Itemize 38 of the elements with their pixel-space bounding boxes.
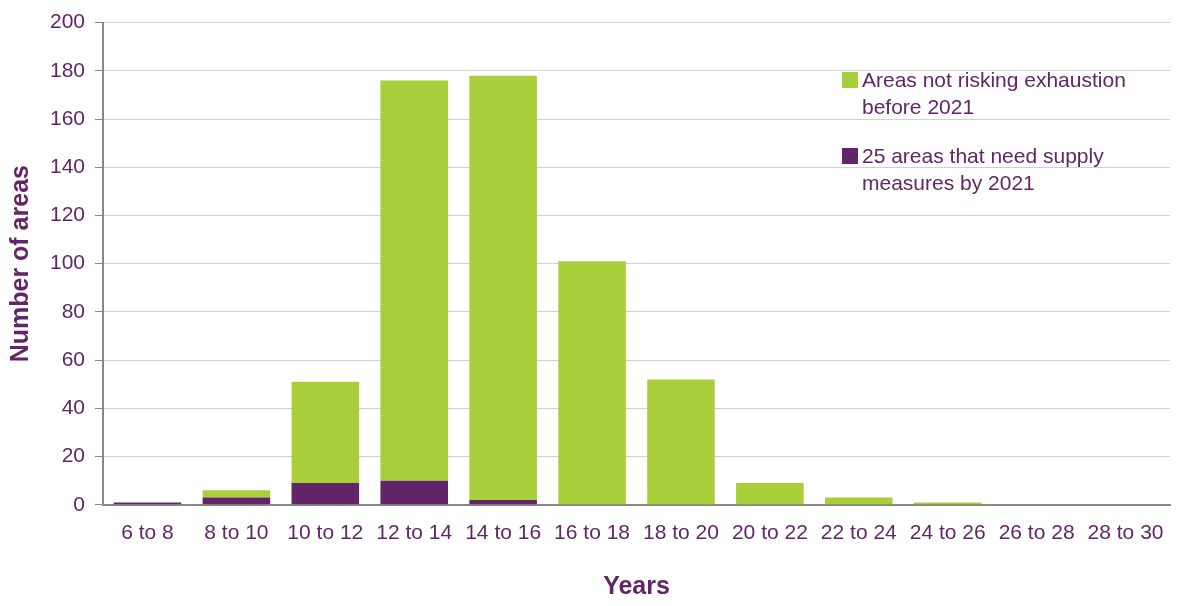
bar xyxy=(291,483,360,505)
bar xyxy=(202,490,271,498)
bar xyxy=(647,379,715,505)
y-tick-label: 20 xyxy=(61,443,86,467)
x-tick-label: 26 to 28 xyxy=(998,520,1075,544)
bar xyxy=(558,261,626,505)
y-axis-title: Number of areas xyxy=(4,165,33,363)
x-tick-label: 22 to 24 xyxy=(820,520,898,544)
x-tick-label: 10 to 12 xyxy=(287,520,364,544)
bar xyxy=(291,381,360,484)
bar xyxy=(380,80,449,481)
y-tick-label: 120 xyxy=(49,202,86,226)
y-tick-label: 200 xyxy=(49,9,86,33)
bar xyxy=(380,480,449,505)
x-tick-label: 12 to 14 xyxy=(376,520,453,544)
bar xyxy=(736,483,804,505)
bar xyxy=(825,497,893,505)
x-tick-label: 6 to 8 xyxy=(121,520,174,544)
y-tick-label: 100 xyxy=(49,250,86,274)
x-tick-label: 20 to 22 xyxy=(731,520,808,544)
y-tick-label: 60 xyxy=(61,346,86,370)
x-tick-label: 8 to 10 xyxy=(204,520,269,544)
x-tick-label: 14 to 16 xyxy=(465,520,542,544)
y-tick-label: 0 xyxy=(73,491,86,515)
bar xyxy=(469,499,537,505)
y-tick-label: 160 xyxy=(49,105,86,129)
y-tick-label: 180 xyxy=(49,57,86,81)
x-tick-label: 16 to 18 xyxy=(554,520,631,544)
x-tick-label: 28 to 30 xyxy=(1087,520,1164,544)
x-tick-label: 18 to 20 xyxy=(643,520,719,544)
y-tick-label: 140 xyxy=(49,154,86,178)
x-tick-label: 24 to 26 xyxy=(909,520,986,544)
legend-label: 25 areas that need supply measures by 2021 xyxy=(862,143,1105,196)
legend-label: Areas not risking exhaustion before 2021 xyxy=(862,67,1127,120)
y-tick-label: 80 xyxy=(61,298,86,322)
bar xyxy=(469,75,537,500)
x-axis-title: Years xyxy=(603,570,670,599)
y-tick-label: 40 xyxy=(61,395,86,419)
